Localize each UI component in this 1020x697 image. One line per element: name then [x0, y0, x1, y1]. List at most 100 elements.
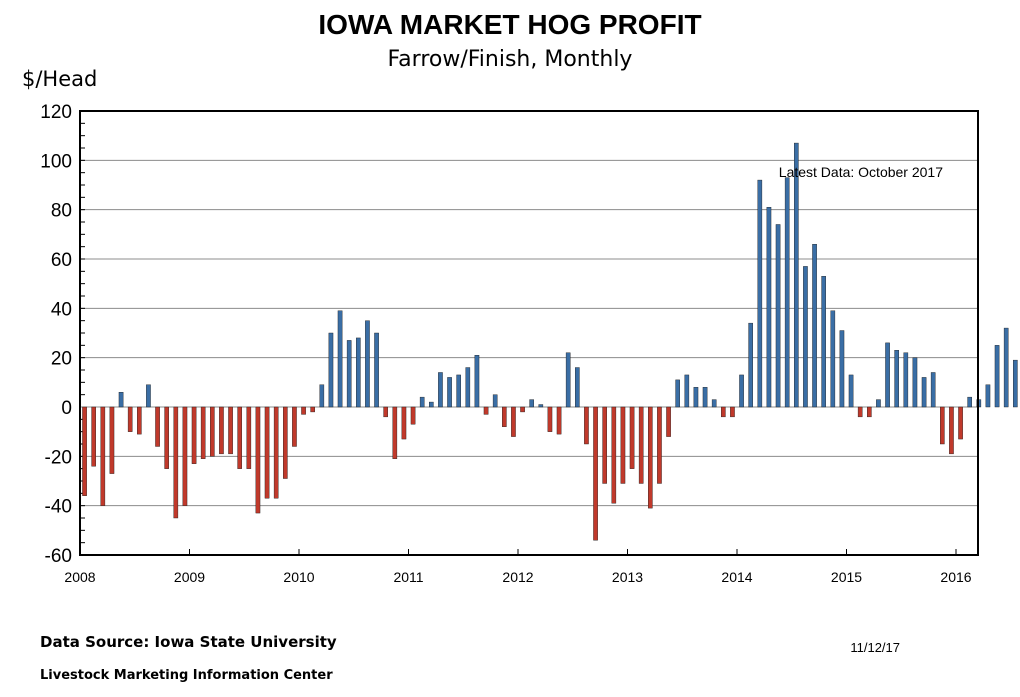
bar	[200, 406, 206, 459]
bar	[438, 372, 443, 408]
bar	[520, 406, 525, 413]
bar	[949, 406, 954, 455]
bar	[264, 406, 270, 499]
bar	[356, 337, 361, 408]
y-tick-label: -60	[45, 546, 72, 567]
bar	[191, 406, 197, 464]
bar	[365, 320, 370, 408]
bar	[711, 399, 717, 408]
x-tick-label: 2014	[721, 569, 752, 585]
bar	[930, 372, 936, 408]
bar	[502, 406, 507, 427]
bar	[127, 406, 133, 432]
bar	[374, 332, 379, 408]
bar	[1003, 327, 1009, 408]
bar	[940, 406, 945, 445]
bar	[894, 350, 899, 408]
bar	[337, 310, 343, 408]
bar	[109, 406, 115, 474]
bar	[666, 406, 671, 437]
bar	[328, 332, 334, 408]
bar	[319, 384, 325, 408]
bar	[848, 374, 854, 408]
bar	[447, 377, 452, 408]
bar	[638, 406, 644, 484]
bar	[538, 404, 544, 408]
x-tick-label: 2011	[393, 569, 423, 585]
bar	[273, 406, 279, 499]
y-tick-label: 60	[51, 250, 72, 271]
organization: Livestock Marketing Information Center	[40, 668, 333, 683]
bar	[401, 406, 407, 440]
y-tick-label: -40	[45, 497, 72, 518]
bar	[118, 392, 124, 408]
bar	[137, 406, 142, 435]
bar	[721, 406, 726, 418]
bar	[237, 406, 242, 469]
x-tick-labels: 2008200920102011201220132014201520162017	[64, 549, 972, 585]
bar	[182, 406, 188, 506]
bar	[958, 406, 963, 440]
y-tick-label: 0	[61, 398, 72, 419]
bar	[429, 401, 434, 408]
bar	[885, 342, 890, 408]
bar	[474, 355, 480, 408]
x-tick-label: 2016	[940, 569, 971, 585]
bar	[292, 406, 297, 447]
bar	[611, 406, 617, 504]
bar	[748, 322, 753, 408]
bar	[173, 406, 179, 519]
bar	[821, 276, 826, 408]
bar	[164, 406, 169, 469]
bar	[593, 406, 598, 541]
plot-area	[80, 111, 978, 555]
bar	[739, 374, 744, 408]
latest-data-annotation: Latest Data: October 2017	[779, 164, 943, 180]
bars	[82, 142, 1018, 541]
bar	[830, 310, 836, 408]
bar	[146, 384, 151, 408]
bar	[693, 387, 699, 408]
plot-frame	[79, 110, 979, 556]
y-tick-label: 120	[40, 102, 72, 123]
bar	[994, 345, 1000, 408]
bar	[675, 379, 680, 408]
bar	[228, 406, 233, 455]
bar	[246, 406, 252, 469]
bar	[629, 406, 635, 469]
y-tick-label: 80	[51, 201, 72, 222]
bar	[921, 377, 927, 408]
bar	[456, 374, 461, 408]
bar	[556, 406, 562, 435]
bar	[876, 399, 881, 408]
bar	[346, 340, 352, 408]
y-axis-label: $/Head	[22, 67, 97, 91]
bar	[775, 224, 781, 408]
bar	[1013, 359, 1018, 408]
bar	[648, 406, 653, 509]
y-tick-label: 100	[40, 151, 72, 172]
bar	[547, 406, 553, 432]
bar	[529, 399, 534, 408]
bar	[657, 406, 662, 484]
x-tick-label: 2013	[612, 569, 643, 585]
bar	[91, 406, 96, 467]
bar	[410, 406, 416, 425]
bar	[301, 406, 306, 415]
bar	[757, 179, 763, 408]
bar	[419, 396, 425, 408]
bar	[967, 396, 972, 408]
y-tick-label: 20	[51, 349, 72, 370]
bar	[283, 406, 288, 479]
x-tick-label: 2015	[831, 569, 862, 585]
y-tick-labels: -60 -40 -20 0 20 40 60 80 100 120	[40, 102, 72, 567]
bar	[219, 406, 224, 455]
report-date: 11/12/17	[850, 640, 900, 655]
data-source: Data Source: Iowa State University	[40, 633, 337, 651]
bar	[839, 330, 845, 408]
x-tick-label: 2009	[174, 569, 205, 585]
bar	[730, 406, 735, 418]
bar	[100, 406, 106, 506]
x-tick-label: 2012	[502, 569, 533, 585]
